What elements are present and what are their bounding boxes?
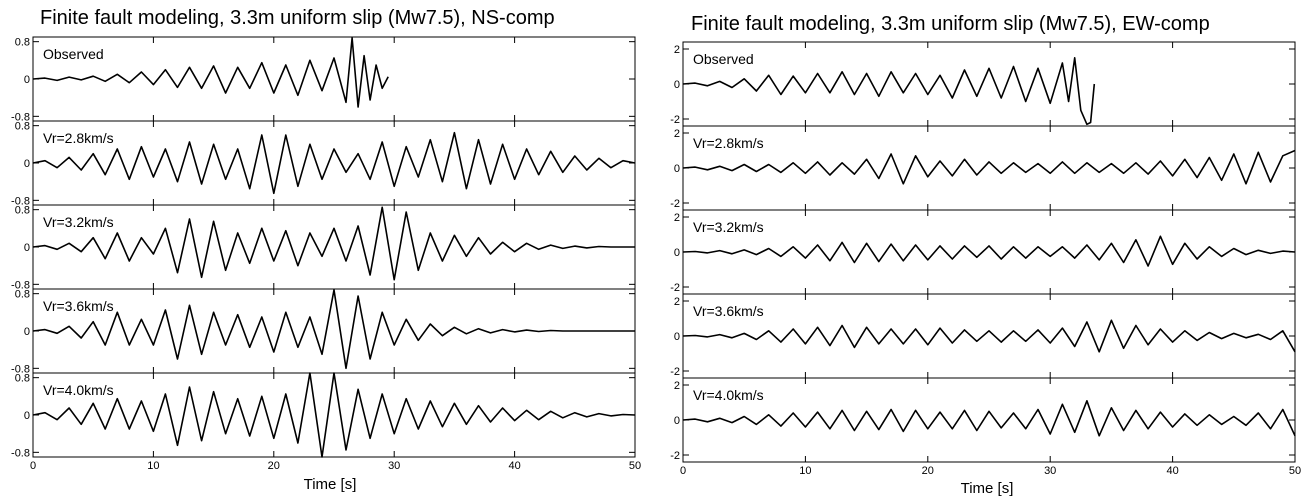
y-tick-label: 0 [24, 158, 30, 170]
waveform-line [682, 149, 1296, 185]
x-tick-label: 50 [629, 460, 641, 472]
x-tick-label: 0 [680, 465, 686, 477]
y-tick-label: 2 [674, 128, 680, 140]
y-tick-label: 0.8 [15, 121, 30, 133]
x-tick-label: 10 [799, 465, 811, 477]
y-tick-label: 0 [674, 247, 680, 259]
y-tick-label: 0.8 [15, 289, 30, 301]
trace-label: Vr=3.2km/s [693, 219, 764, 235]
y-tick-label: -0.8 [11, 279, 30, 291]
x-tick-label: 40 [1166, 465, 1178, 477]
y-tick-label: 0.8 [15, 373, 30, 385]
trace-panel: -2 0 2 Vr=2.8km/s [670, 125, 1296, 211]
x-tick-label: 50 [1289, 465, 1301, 477]
x-tick-label: 10 [147, 460, 159, 472]
trace-label: Vr=4.0km/s [43, 382, 114, 398]
y-tick-label: -0.8 [11, 447, 30, 459]
trace-label: Vr=2.8km/s [693, 135, 764, 151]
x-tick-label: 40 [508, 460, 520, 472]
waveform-line [682, 319, 1296, 353]
trace-label: Vr=3.6km/s [693, 303, 764, 319]
x-tick-label: 20 [268, 460, 280, 472]
y-tick-label: 0 [674, 415, 680, 427]
trace-label: Observed [693, 51, 754, 67]
waveform-line [32, 131, 636, 195]
trace-panel: -0.8 0 0.8 Vr=3.6km/s [11, 288, 636, 375]
y-tick-label: -2 [670, 366, 680, 378]
x-axis-label: Time [s] [304, 476, 357, 493]
y-tick-label: 2 [674, 212, 680, 224]
trace-label: Vr=3.2km/s [43, 214, 114, 230]
waveform-line [682, 57, 1096, 126]
trace-label: Vr=2.8km/s [43, 130, 114, 146]
y-tick-label: 2 [674, 296, 680, 308]
waveform-line [32, 372, 636, 458]
y-tick-label: 0 [24, 242, 30, 254]
y-tick-label: 0 [24, 326, 30, 338]
y-tick-label: -0.8 [11, 363, 30, 375]
trace-label: Vr=4.0km/s [693, 387, 764, 403]
trace-panel: -2 0 2 Vr=3.2km/s [670, 209, 1296, 295]
trace-panel: -0.8 0 0.8 Observed [11, 36, 636, 123]
trace-panel: -2 0 2 Vr=3.6km/s [670, 293, 1296, 379]
y-tick-label: -0.8 [11, 111, 30, 123]
waveform-line [32, 37, 389, 108]
chart-title: Finite fault modeling, 3.3m uniform slip… [40, 7, 555, 29]
trace-panel: -0.8 0 0.8 Vr=4.0km/s [11, 372, 636, 459]
waveform-line [682, 235, 1296, 267]
y-tick-label: -2 [670, 114, 680, 126]
x-tick-label: 20 [922, 465, 934, 477]
waveform-line [682, 400, 1296, 437]
y-tick-label: -0.8 [11, 195, 30, 207]
trace-label: Vr=3.6km/s [43, 298, 114, 314]
y-tick-label: 0.8 [15, 37, 30, 49]
trace-panel: -0.8 0 0.8 Vr=2.8km/s [11, 120, 636, 207]
x-tick-label: 0 [30, 460, 36, 472]
chart-0: Finite fault modeling, 3.3m uniform slip… [11, 7, 641, 493]
y-tick-label: 0.8 [15, 205, 30, 217]
y-tick-label: 2 [674, 380, 680, 392]
x-axis-label: Time [s] [961, 480, 1014, 497]
chart-1: Finite fault modeling, 3.3m uniform slip… [670, 13, 1301, 497]
trace-panel: -0.8 0 0.8 Vr=3.2km/s [11, 204, 636, 291]
y-tick-label: -2 [670, 198, 680, 210]
trace-panel: -2 0 2 Observed [670, 41, 1296, 127]
y-tick-label: 0 [24, 410, 30, 422]
y-tick-label: 2 [674, 44, 680, 56]
y-tick-label: -2 [670, 450, 680, 462]
trace-label: Observed [43, 46, 104, 62]
trace-panel: -2 0 2 Vr=4.0km/s [670, 377, 1296, 463]
waveform-line [32, 206, 635, 281]
y-tick-label: -2 [670, 282, 680, 294]
x-tick-label: 30 [388, 460, 400, 472]
waveform-line [32, 289, 635, 370]
y-tick-label: 0 [674, 331, 680, 343]
y-tick-label: 0 [24, 74, 30, 86]
y-tick-label: 0 [674, 163, 680, 175]
x-tick-label: 30 [1044, 465, 1056, 477]
chart-title: Finite fault modeling, 3.3m uniform slip… [691, 13, 1210, 35]
y-tick-label: 0 [674, 79, 680, 91]
